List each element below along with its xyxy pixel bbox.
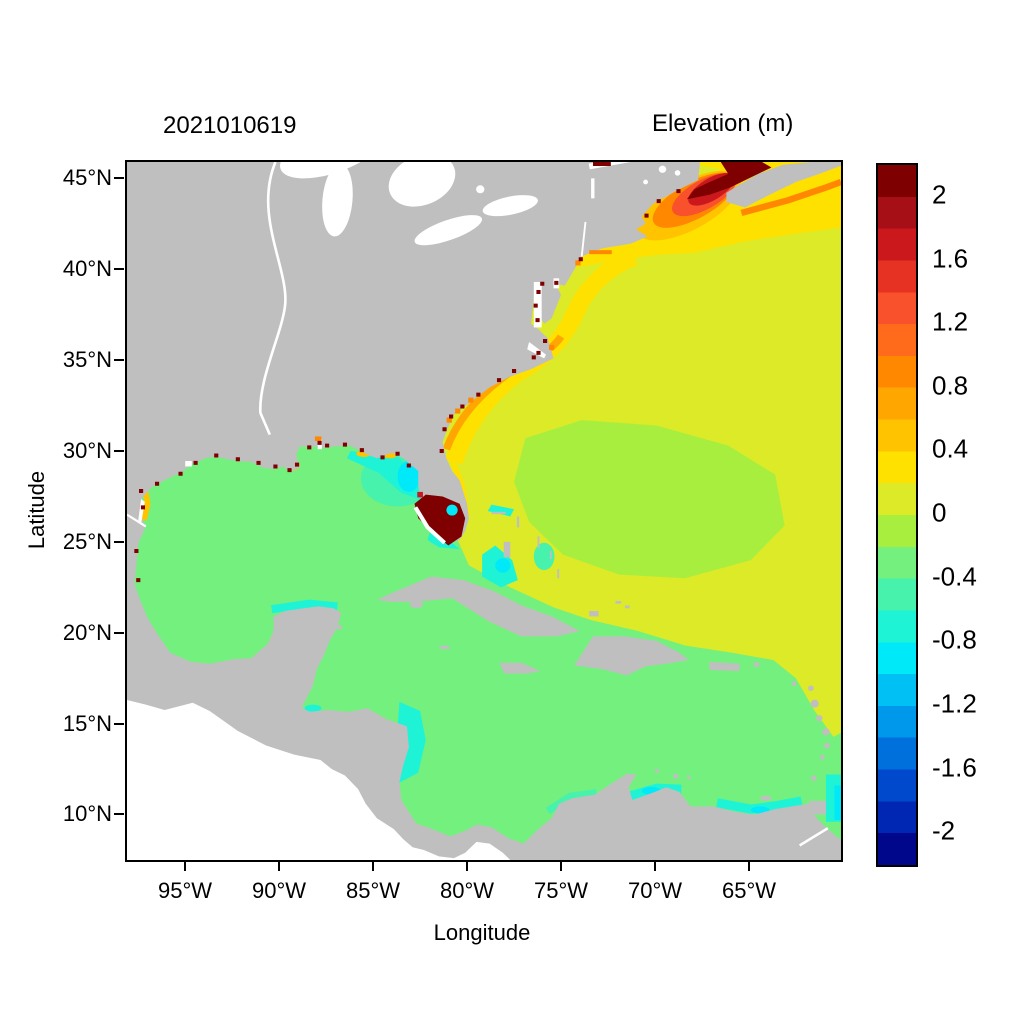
mid-atlantic-low-anomaly-blob [514,420,785,579]
y-tick [114,268,124,270]
nova-scotia-land [726,162,841,208]
bahamas-islands [491,511,630,617]
negative-anomaly-patches [271,450,803,814]
y-tick-label: 15°N [62,711,112,736]
south-florida-surge [413,491,466,546]
land-americas [127,162,841,860]
colorbar-label: -0.8 [932,624,977,655]
x-tick-label: 90°W [251,878,307,903]
colorbar-label: -0.4 [932,561,977,592]
x-tick [654,862,656,871]
x-tick [184,862,186,871]
colorbar-label: 0 [932,497,947,528]
x-axis-label: Longitude [433,920,531,945]
x-tick-label: 65°W [721,878,777,903]
colorbar-label: 0.8 [932,370,969,401]
y-tick-label: 40°N [62,256,112,281]
y-tick [114,632,124,634]
x-tick-label: 80°W [439,878,495,903]
timestamp-label: 2021010619 [163,112,297,139]
x-tick [372,862,374,871]
st-lawrence-surge-spot [592,162,611,166]
y-tick [114,177,124,179]
y-tick [114,541,124,543]
colorbar [876,163,918,867]
x-tick-label: 95°W [157,878,213,903]
y-tick [114,450,124,452]
elevation-map [127,162,841,860]
x-tick-label: 75°W [533,878,589,903]
colorbar-label: 1.2 [932,306,969,337]
estuary-orange-spots [314,250,612,442]
y-tick-label: 25°N [62,529,112,554]
y-tick-label: 30°N [62,438,112,463]
colorbar-label: 0.4 [932,433,969,464]
x-tick [466,862,468,871]
y-tick-label: 10°N [62,801,112,826]
map-plot-area [125,160,843,862]
colorbar-label: 1.6 [932,243,969,273]
x-tick [560,862,562,871]
y-axis-label: Latitude [24,470,49,550]
great-lakes [280,162,681,246]
y-tick-label: 45°N [62,165,112,190]
colorbar-label: -2 [932,815,956,846]
bay-of-fundy-surge [686,162,772,200]
cuba-land [376,576,580,637]
hispaniola-land [574,636,689,676]
trinidad-land [809,800,827,815]
colorbar-label: 2 [932,179,947,210]
y-tick [114,723,124,725]
x-tick-label: 85°W [345,878,401,903]
y-tick-label: 35°N [62,347,112,372]
islands-caribbean [336,576,835,815]
pacific-ocean-mask [127,700,511,860]
lake-okeechobee [446,504,458,516]
colorbar-label: -1.2 [932,688,977,719]
plot-title: Elevation (m) [652,110,794,137]
puerto-rico-land [709,661,740,671]
y-tick-label: 20°N [62,620,112,645]
colorbar-scale [878,165,916,865]
y-tick [114,359,124,361]
x-tick [278,862,280,871]
right-edge-cyan-strip [825,774,841,822]
colorbar-label: -1.6 [932,752,977,782]
jamaica-land [499,662,541,674]
y-tick [114,813,124,815]
x-tick-label: 70°W [627,878,683,903]
x-tick [748,862,750,871]
